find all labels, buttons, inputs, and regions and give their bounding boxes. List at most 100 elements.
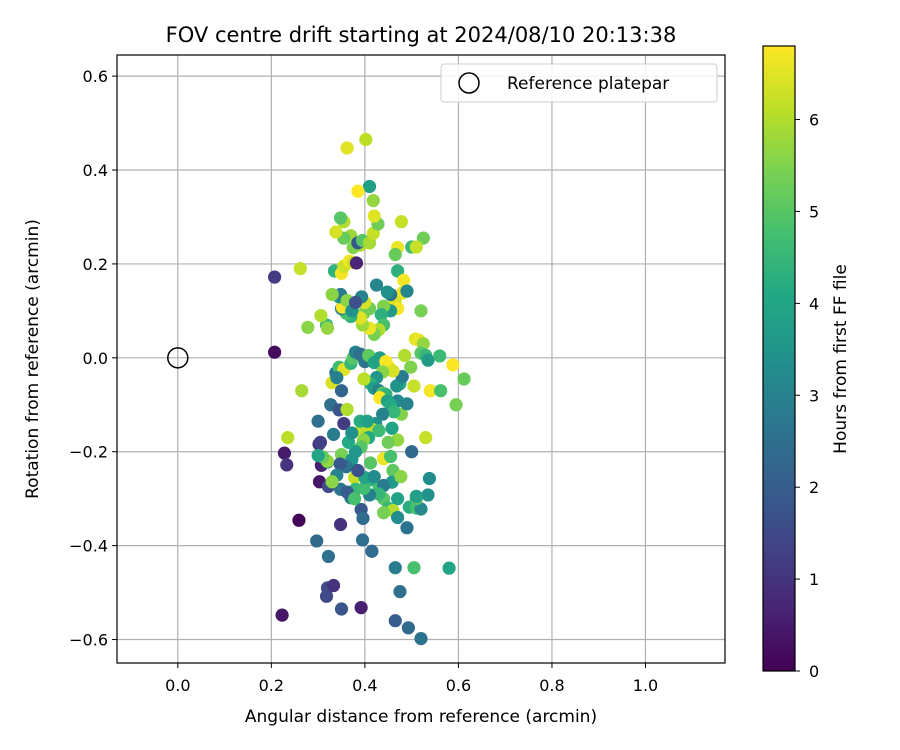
scatter-point [292, 513, 306, 527]
scatter-point [391, 264, 405, 278]
scatter-point [311, 414, 325, 428]
scatter-point [400, 397, 414, 411]
scatter-point [337, 416, 351, 431]
scatter-point [345, 426, 359, 440]
scatter-point [376, 407, 390, 421]
legend-entry: Reference platepar [507, 74, 669, 94]
scatter-point [433, 349, 447, 363]
scatter-point [369, 278, 384, 292]
scatter-point [340, 402, 354, 417]
scatter-point [311, 448, 325, 463]
scatter-point [365, 544, 379, 558]
y-axis-label: Rotation from reference (arcmin) [23, 219, 43, 499]
x-tick-label: 0.2 [259, 676, 284, 695]
scatter-point [301, 320, 315, 334]
scatter-point [372, 423, 386, 438]
scatter-point [434, 384, 448, 398]
scatter-point [398, 348, 412, 363]
colorbar-ticks: 0 1 2 3 4 5 6 [795, 111, 819, 681]
scatter-point [333, 211, 348, 225]
x-tick-label: 0.0 [165, 676, 190, 695]
x-tick-label: 0.8 [539, 676, 564, 695]
scatter-point [416, 231, 430, 245]
scatter-point [388, 614, 402, 628]
scatter-point [354, 600, 368, 615]
scatter-point [400, 521, 414, 535]
scatter-point [275, 608, 289, 622]
scatter-point [367, 209, 381, 223]
x-tick-label: 0.6 [446, 676, 471, 695]
reference-marker [167, 347, 189, 369]
scatter-point [374, 308, 388, 322]
scatter-point [347, 492, 362, 506]
scatter-point [401, 621, 415, 635]
scatter-point [414, 631, 428, 646]
y-tick-label: −0.2 [69, 443, 108, 462]
scatter-point [386, 364, 400, 378]
scatter-point [381, 435, 395, 449]
scatter-point [319, 589, 334, 603]
reference-platepar-point [167, 347, 189, 369]
scatter-point [407, 379, 421, 393]
scatter-point [385, 421, 399, 435]
scatter-point [362, 179, 377, 194]
colorbar-gradient [763, 46, 795, 671]
scatter-point [442, 561, 456, 575]
scatter-point [404, 360, 418, 374]
scatter-point [376, 506, 391, 520]
scatter-point [422, 471, 437, 486]
chart-title: FOV centre drift starting at 2024/08/10 … [166, 23, 677, 47]
scatter-point [400, 284, 414, 298]
scatter-point [394, 470, 408, 484]
scatter-point [384, 449, 398, 464]
scatter-point [333, 517, 348, 532]
scatter-point [367, 470, 381, 484]
scatter-point [380, 285, 394, 299]
scatter-point [334, 602, 349, 616]
scatter-point [409, 240, 423, 254]
scatter-point [421, 488, 435, 502]
scatter-point [329, 225, 343, 239]
legend-box [440, 63, 718, 103]
scatter-point [326, 427, 341, 441]
scatter-point [280, 458, 294, 472]
scatter-point [366, 193, 380, 208]
scatter-point [393, 585, 407, 599]
scatter-point [356, 511, 370, 525]
scatter-point [391, 510, 405, 525]
scatter-point [351, 463, 365, 478]
scatter-point [387, 405, 401, 419]
scatter-point [423, 384, 437, 398]
x-tick-label: 1.0 [633, 676, 658, 695]
colorbar-frame [762, 45, 796, 672]
scatter-point [281, 431, 295, 445]
scatter-point [359, 132, 373, 147]
scatter-point [446, 358, 460, 372]
scatter-point [360, 414, 374, 428]
scatter-point [421, 353, 435, 367]
scatter-point [321, 549, 335, 564]
y-tick-label: 0.0 [83, 349, 108, 368]
scatter-point [334, 384, 349, 398]
scatter-point [268, 345, 282, 359]
scatter-point [351, 184, 365, 198]
colorbar-label: Hours from first FF file [831, 264, 851, 454]
scatter-point [419, 431, 433, 445]
legend-open-circle-icon [458, 72, 480, 94]
scatter-point [310, 534, 324, 548]
scatter-point [414, 502, 428, 516]
scatter-point [449, 398, 463, 412]
scatter-point [295, 384, 309, 398]
colorbar-tick-label: 0 [809, 662, 819, 681]
scatter-point [388, 561, 402, 575]
scatter-point [397, 273, 411, 287]
scatter-point [325, 287, 339, 302]
legend: Reference platepar [440, 63, 718, 103]
y-tick-label: 0.2 [83, 255, 108, 274]
scatter-point [348, 295, 363, 310]
colorbar: 0 1 2 3 4 5 6 Hours from first FF file [762, 45, 851, 681]
colorbar-tick-label: 1 [809, 570, 819, 589]
scatter-point [355, 533, 370, 547]
plot-frame [116, 54, 726, 664]
colorbar-tick-label: 6 [809, 111, 819, 130]
